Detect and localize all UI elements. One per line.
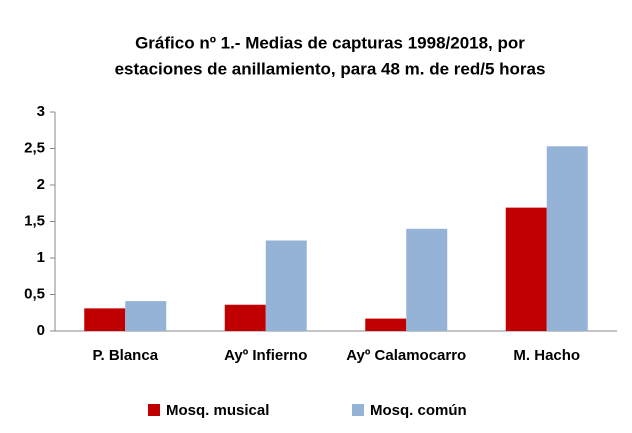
- bar: [265, 240, 307, 331]
- y-tick-label: 1,5: [24, 212, 45, 229]
- bar: [406, 228, 448, 331]
- bar: [125, 301, 167, 331]
- x-tick-label: M. Hacho: [513, 347, 580, 364]
- y-tick-label: 3: [37, 103, 45, 120]
- bar: [546, 146, 588, 331]
- chart-title: Gráfico nº 1.- Medias de capturas 1998/2…: [135, 33, 525, 52]
- y-tick-label: 0: [37, 322, 45, 339]
- y-tick-label: 0,5: [24, 285, 45, 302]
- bar: [505, 207, 547, 331]
- x-tick-label: Ayº Calamocarro: [346, 347, 466, 364]
- legend-label: Mosq. musical: [166, 402, 269, 419]
- chart-title: estaciones de anillamiento, para 48 m. d…: [115, 59, 546, 78]
- legend-label: Mosq. común: [370, 402, 467, 419]
- x-tick-label: P. Blanca: [92, 347, 158, 364]
- x-tick-label: Ayº Infierno: [224, 347, 307, 364]
- bar: [84, 308, 126, 331]
- y-tick-label: 2,5: [24, 139, 45, 156]
- y-tick-label: 2: [37, 176, 45, 193]
- legend-swatch: [352, 404, 364, 416]
- legend-swatch: [148, 404, 160, 416]
- bar: [365, 318, 407, 331]
- y-tick-label: 1: [37, 249, 45, 266]
- bar: [224, 304, 266, 331]
